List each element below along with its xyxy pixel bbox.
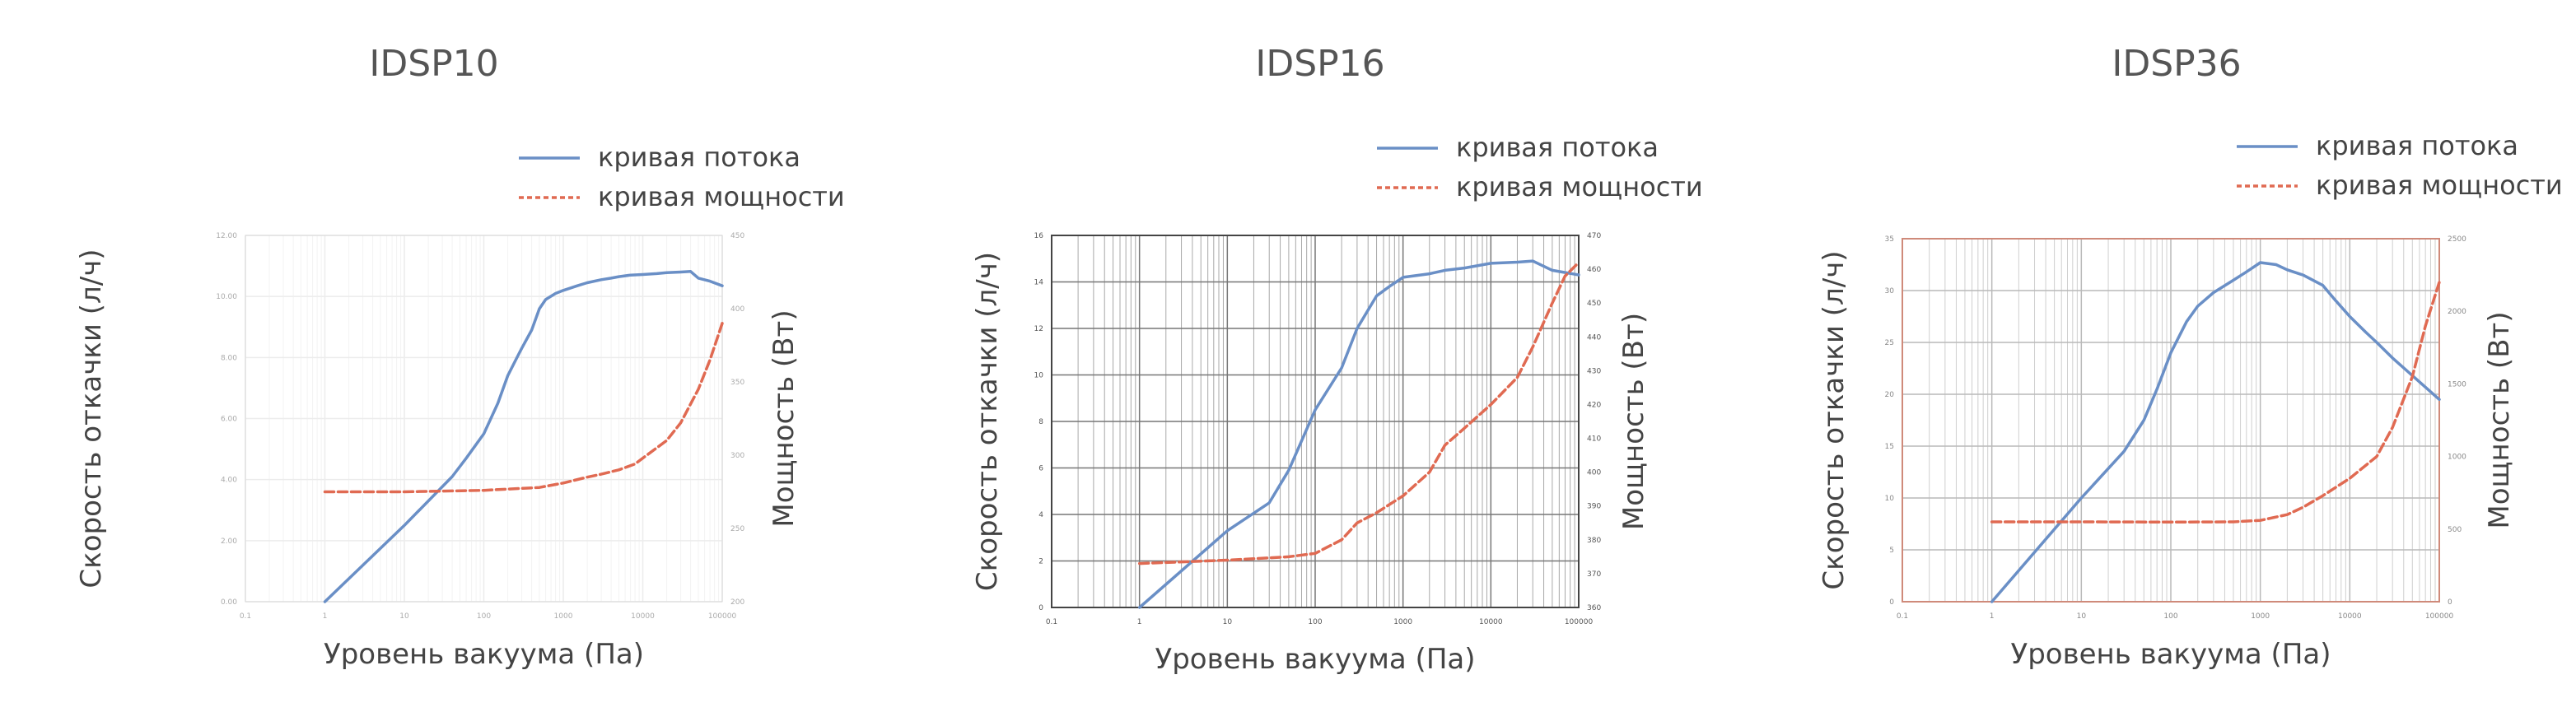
legend-label: кривая мощности — [598, 181, 845, 212]
y2-axis-label: Мощность (Вт) — [2483, 311, 2516, 528]
y2-tick-label: 460 — [1587, 266, 1601, 274]
y2-tick-label: 500 — [2448, 526, 2462, 534]
x-tick-label: 100 — [2163, 612, 2177, 621]
y-tick-label: 6 — [1038, 465, 1043, 473]
x-tick-label: 0.1 — [240, 612, 251, 621]
y2-tick-label: 350 — [730, 379, 744, 387]
power-curve-line — [1137, 261, 1580, 565]
y-tick-label: 5 — [1889, 547, 1894, 555]
x-tick-label: 10 — [2077, 612, 2087, 621]
y-tick-label: 35 — [1885, 235, 1894, 244]
x-tick-label: 1000 — [554, 612, 573, 621]
y2-tick-label: 200 — [730, 598, 744, 607]
y-tick-label: 2.00 — [221, 537, 237, 546]
x-tick-label: 100 — [1308, 618, 1322, 626]
chart-title: IDSP36 — [2112, 43, 2241, 85]
x-axis-label: Уровень вакуума (Па) — [324, 638, 644, 671]
y2-tick-label: 400 — [730, 305, 744, 314]
plot-frame — [1051, 235, 1580, 608]
chart-title: IDSP10 — [369, 43, 498, 85]
y-tick-label: 10 — [1885, 495, 1895, 503]
y2-tick-label: 420 — [1587, 401, 1601, 409]
x-tick-label: 10000 — [631, 612, 655, 621]
x-tick-label: 10000 — [2338, 612, 2362, 621]
y2-tick-label: 450 — [730, 232, 744, 240]
y-tick-label: 10 — [1034, 372, 1044, 380]
y2-tick-label: 400 — [1587, 469, 1601, 477]
y-tick-label: 16 — [1034, 232, 1044, 240]
y2-tick-label: 0 — [2448, 598, 2452, 607]
x-tick-label: 100000 — [1565, 618, 1594, 626]
y-tick-label: 4 — [1038, 511, 1043, 519]
x-tick-label: 10 — [1223, 618, 1233, 626]
x-tick-label: 1 — [1137, 618, 1142, 626]
y2-tick-label: 1500 — [2448, 380, 2466, 389]
x-tick-label: 1 — [1990, 612, 1995, 621]
legend-label: кривая потока — [2316, 130, 2518, 161]
x-axis-label: Уровень вакуума (Па) — [2010, 638, 2331, 671]
y-tick-label: 25 — [1885, 339, 1894, 347]
y2-tick-label: 380 — [1587, 537, 1601, 545]
x-axis-label: Уровень вакуума (Па) — [1155, 643, 1475, 676]
y2-axis-label: Мощность (Вт) — [768, 309, 800, 527]
x-tick-label: 0.1 — [1897, 612, 1908, 621]
y2-tick-label: 410 — [1587, 435, 1601, 444]
y-tick-label: 14 — [1034, 279, 1044, 287]
x-tick-label: 10000 — [1479, 618, 1503, 626]
y-tick-label: 8.00 — [221, 354, 237, 362]
power-curve-line — [323, 322, 724, 494]
legend-label: кривая потока — [1456, 132, 1659, 163]
y-tick-label: 2 — [1038, 558, 1043, 566]
y2-tick-label: 300 — [730, 452, 744, 460]
legend-label: кривая мощности — [1456, 171, 1703, 202]
y-tick-label: 6.00 — [221, 416, 237, 424]
y2-tick-label: 250 — [730, 525, 744, 533]
y-axis-label: Скорость откачки (л/ч) — [1818, 250, 1850, 589]
plot-frame — [245, 235, 723, 603]
x-tick-label: 100000 — [2425, 612, 2454, 621]
flow-curve-line — [1990, 261, 2441, 603]
y-axis-label: Скорость откачки (л/ч) — [75, 249, 108, 588]
flow-curve-line — [323, 270, 724, 603]
y2-tick-label: 2500 — [2448, 235, 2466, 244]
y2-tick-label: 430 — [1587, 367, 1601, 375]
chart-title: IDSP16 — [1255, 43, 1384, 85]
y2-tick-label: 370 — [1587, 570, 1601, 579]
y-tick-label: 0.00 — [221, 598, 237, 607]
legend-label: кривая мощности — [2316, 170, 2563, 201]
y2-tick-label: 470 — [1587, 232, 1601, 240]
y-tick-label: 8 — [1038, 418, 1043, 426]
y-tick-label: 12.00 — [216, 232, 237, 240]
y-tick-label: 30 — [1885, 287, 1895, 296]
power-curve-line — [1990, 281, 2441, 524]
plot-frame — [1902, 238, 2440, 603]
y-tick-label: 12 — [1034, 325, 1043, 333]
legend-label: кривая потока — [598, 142, 800, 173]
flow-curve-line — [1137, 259, 1580, 609]
y-axis-label: Скорость откачки (л/ч) — [971, 252, 1004, 591]
y2-tick-label: 390 — [1587, 503, 1601, 511]
y2-tick-label: 1000 — [2448, 454, 2466, 462]
y-tick-label: 0 — [1038, 604, 1043, 612]
y-tick-label: 4.00 — [221, 477, 237, 485]
y2-tick-label: 360 — [1587, 604, 1601, 612]
x-tick-label: 1000 — [1393, 618, 1412, 626]
y-tick-label: 0 — [1889, 598, 1894, 607]
y2-tick-label: 450 — [1587, 300, 1601, 308]
y-tick-label: 15 — [1885, 443, 1894, 451]
y2-axis-label: Мощность (Вт) — [1617, 313, 1650, 530]
y-tick-label: 20 — [1885, 391, 1895, 399]
x-tick-label: 1 — [323, 612, 328, 621]
x-tick-label: 100 — [477, 612, 491, 621]
y-tick-label: 10.00 — [216, 293, 237, 301]
x-tick-label: 10 — [399, 612, 409, 621]
x-tick-label: 0.1 — [1046, 618, 1057, 626]
y2-tick-label: 440 — [1587, 333, 1601, 342]
y2-tick-label: 2000 — [2448, 308, 2466, 316]
x-tick-label: 1000 — [2251, 612, 2270, 621]
x-tick-label: 100000 — [708, 612, 737, 621]
